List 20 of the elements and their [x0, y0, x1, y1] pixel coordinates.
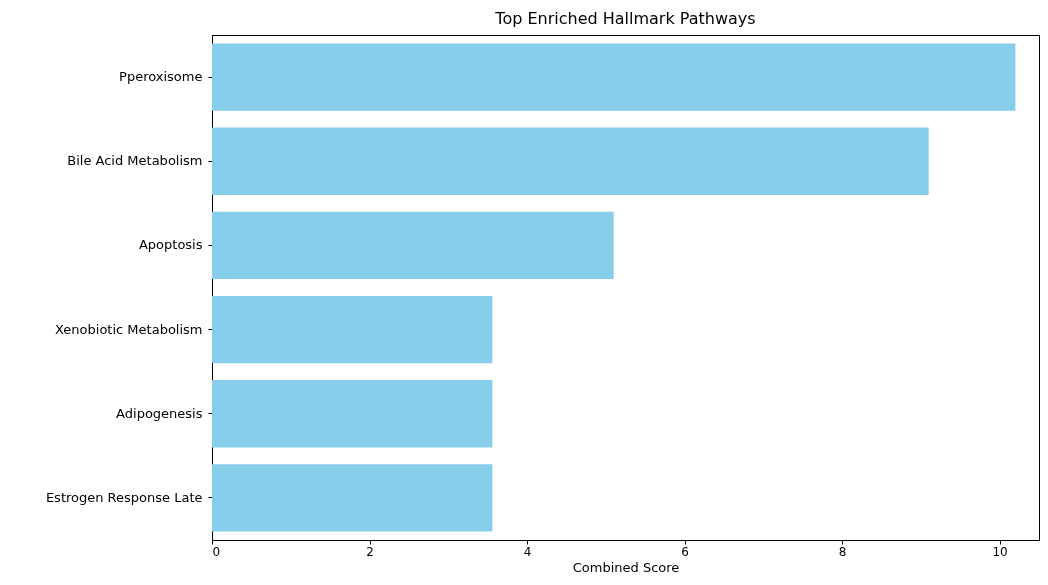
- y-tick-label: Apoptosis: [138, 237, 203, 253]
- x-tick-label: 0: [212, 544, 221, 559]
- x-tick-label: 6: [681, 544, 689, 559]
- bar: [212, 295, 493, 364]
- x-tick-label: 4: [523, 544, 532, 559]
- bar: [212, 127, 929, 195]
- y-tick-label: Estrogen Response Late: [45, 489, 203, 505]
- y-tick-label: Adipogenesis: [116, 405, 203, 421]
- bar: [212, 380, 493, 448]
- y-tick-label: Pperoxisome: [119, 69, 203, 85]
- x-tick-label: 2: [366, 544, 374, 559]
- y-tick-label: Xenobiotic Metabolism: [55, 321, 203, 337]
- y-tick-label: Bile Acid Metabolism: [67, 153, 203, 169]
- bar: [212, 464, 493, 532]
- x-tick-label: 10: [992, 544, 1008, 559]
- x-axis-title: Combined Score: [572, 559, 680, 575]
- bar: [212, 211, 614, 280]
- chart-title: Top Enriched Hallmark Pathways: [494, 9, 756, 28]
- bar: [212, 43, 1016, 111]
- x-tick-label: 8: [838, 544, 847, 559]
